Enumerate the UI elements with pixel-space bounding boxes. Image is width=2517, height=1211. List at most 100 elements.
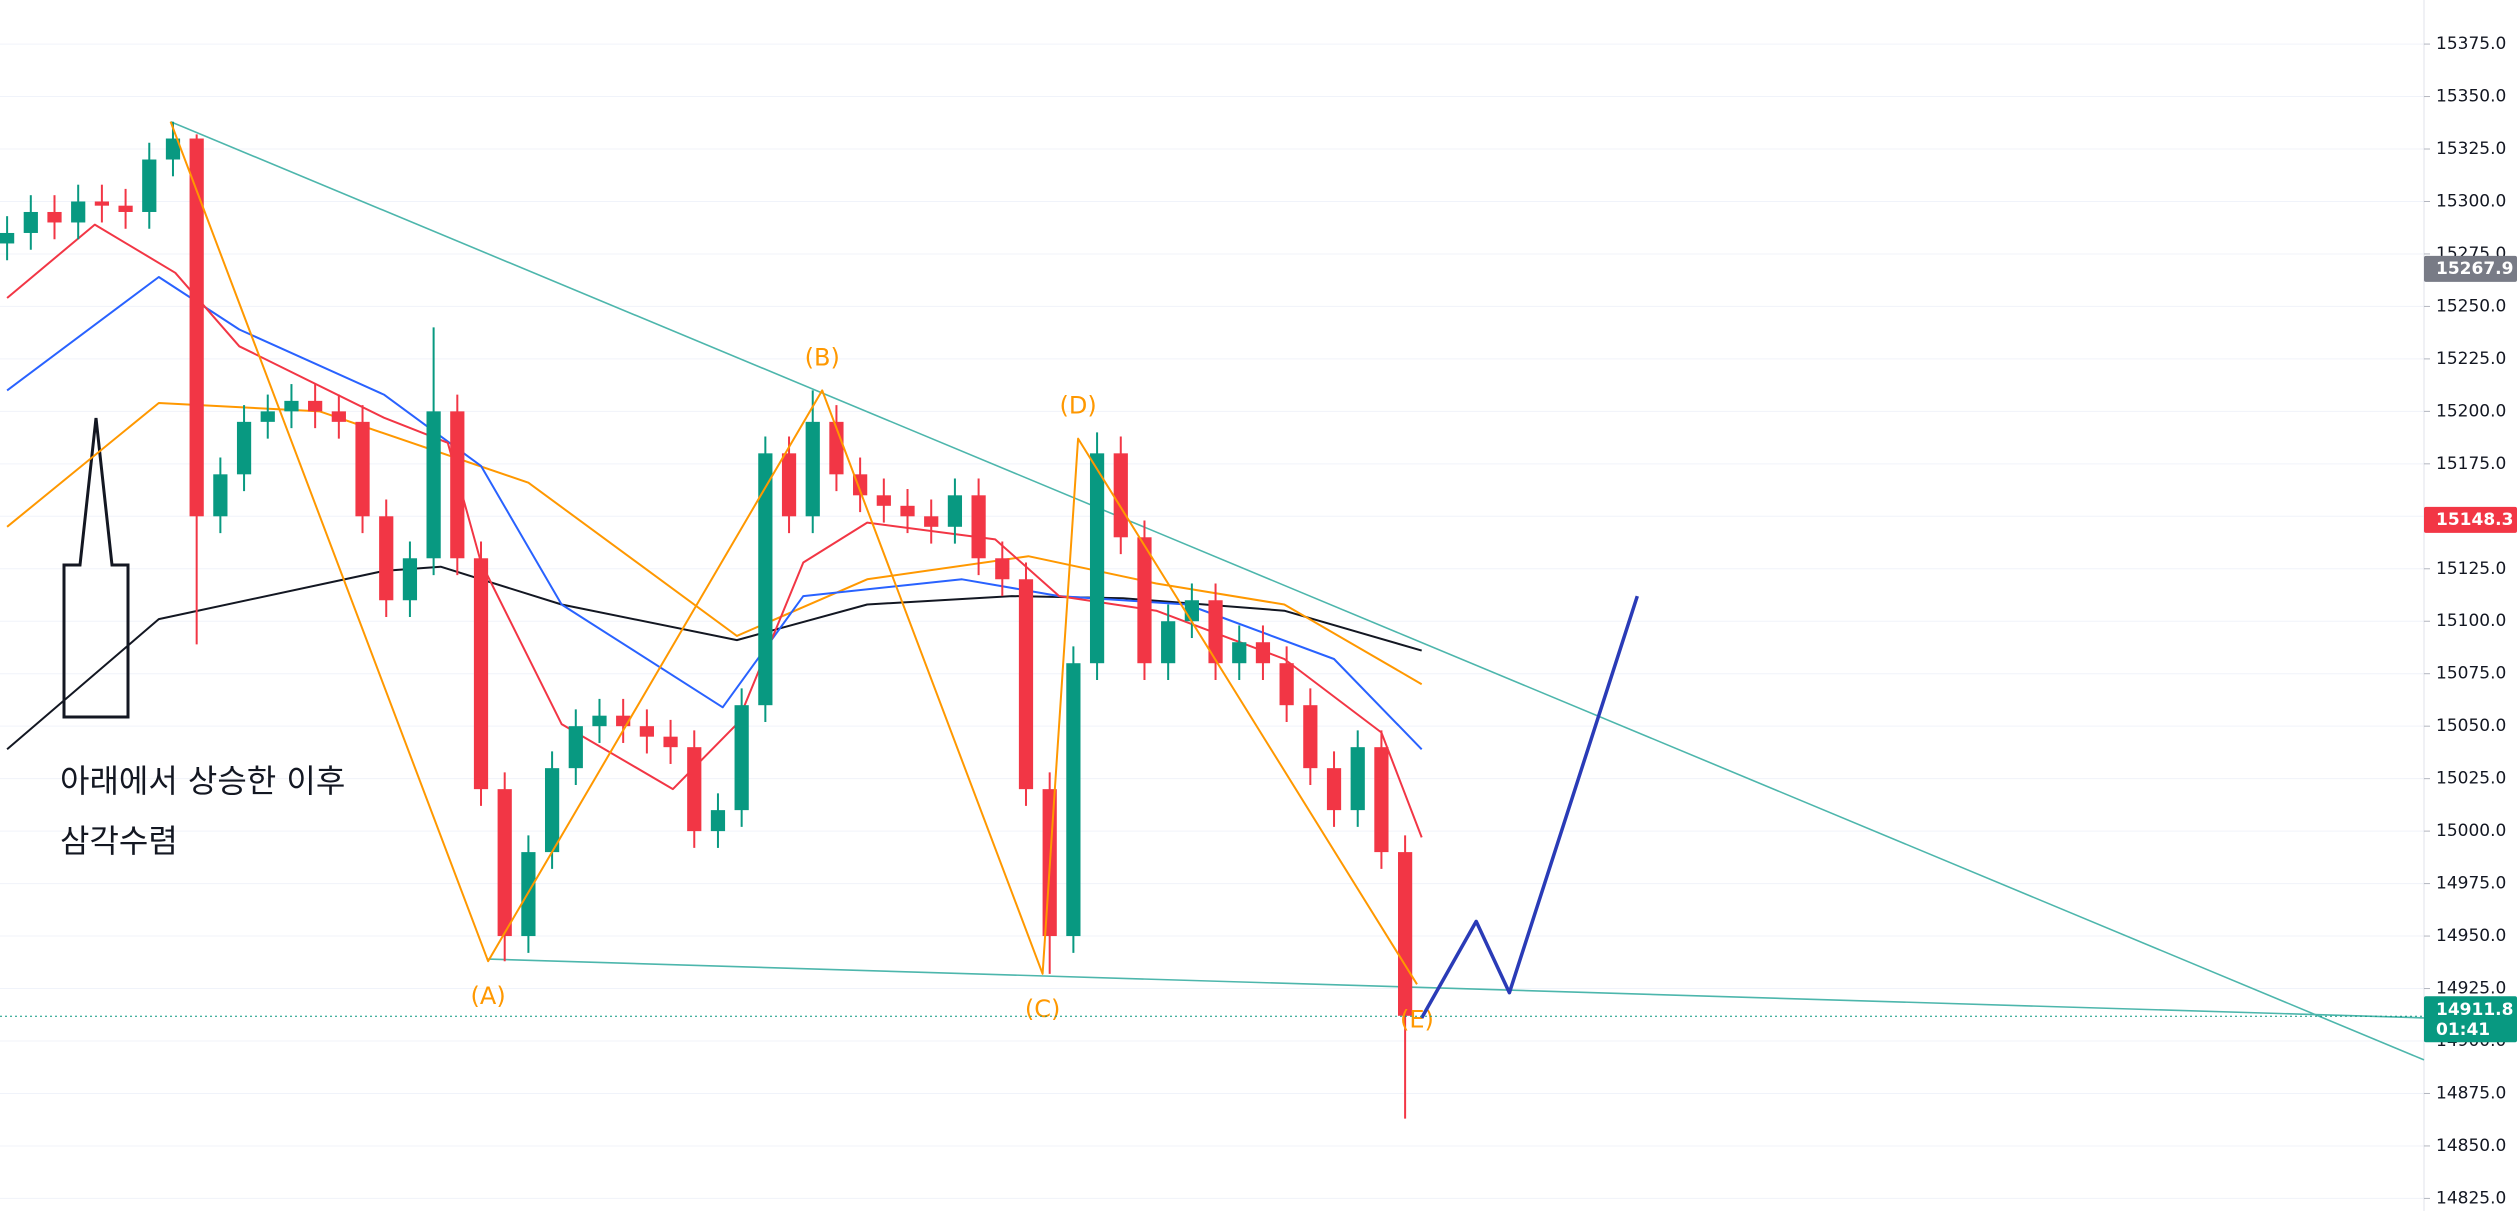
price-badge-label: 15267.9 <box>2436 259 2513 279</box>
candle-body <box>1303 705 1318 769</box>
candle-body <box>497 789 512 937</box>
candle-body <box>592 715 607 727</box>
hollow-arrow <box>62 417 130 719</box>
wave-line <box>169 121 1418 985</box>
grid <box>0 43 2424 1199</box>
candle-body <box>47 211 62 223</box>
candle-body <box>1232 642 1247 664</box>
candle-body <box>876 495 891 506</box>
y-tick-label: 14975.0 <box>2436 874 2506 894</box>
price-badge <box>2424 506 2517 533</box>
candle-body <box>450 411 465 559</box>
candle-body <box>1279 663 1294 706</box>
projection-line <box>1420 595 1639 1019</box>
candle-body <box>710 810 726 832</box>
trendline <box>170 120 2425 1061</box>
candle-body <box>118 205 133 212</box>
candle-body <box>473 558 489 790</box>
candle-body <box>900 505 915 517</box>
candle-body <box>1089 453 1105 664</box>
candle-body <box>1350 747 1365 811</box>
wave-label: (D) <box>1060 392 1097 420</box>
candle-body <box>1161 621 1176 664</box>
candle-body <box>142 159 157 212</box>
y-tick-label: 15175.0 <box>2436 454 2506 474</box>
y-tick-label: 14825.0 <box>2436 1188 2506 1208</box>
candle-body <box>94 201 109 206</box>
candle-body <box>687 747 702 832</box>
wave-label: (C) <box>1025 995 1060 1023</box>
moving-average <box>6 223 1423 838</box>
candle-body <box>1208 600 1223 664</box>
candle-body <box>236 421 252 475</box>
candle-body <box>23 211 38 233</box>
y-tick-label: 14950.0 <box>2436 926 2506 946</box>
moving-average <box>6 565 1422 751</box>
candle-body <box>426 411 441 559</box>
y-tick-label: 15375.0 <box>2436 34 2506 54</box>
price-badge <box>2424 255 2517 282</box>
candle-body <box>734 705 749 811</box>
candle-body <box>1255 642 1271 664</box>
candle-body <box>260 411 275 422</box>
candle-body <box>402 558 418 601</box>
candle-body <box>284 400 299 412</box>
candle-body <box>189 138 204 517</box>
y-tick-label: 15100.0 <box>2436 611 2506 631</box>
wave-label: (B) <box>805 343 840 371</box>
y-tick-label: 14875.0 <box>2436 1083 2506 1103</box>
candle-body <box>355 421 370 517</box>
countdown-label: 01:41 <box>2436 1020 2490 1040</box>
candle-body <box>379 516 394 601</box>
candle-body <box>0 232 15 244</box>
candle-body <box>308 400 323 412</box>
y-tick-label: 15225.0 <box>2436 349 2506 369</box>
y-tick-label: 15350.0 <box>2436 87 2506 107</box>
candle-body <box>781 453 797 517</box>
candle-body <box>758 453 773 706</box>
y-tick-label: 14850.0 <box>2436 1136 2506 1156</box>
y-tick-label: 15250.0 <box>2436 296 2506 316</box>
candle-body <box>1326 768 1342 811</box>
candle-body <box>1018 579 1034 790</box>
candle-body <box>663 736 678 748</box>
candle-body <box>165 138 181 160</box>
y-tick-label: 15050.0 <box>2436 716 2506 736</box>
candle-body <box>71 201 86 223</box>
candle-body <box>1374 747 1389 853</box>
y-tick-label: 15000.0 <box>2436 821 2506 841</box>
y-tick-label: 15325.0 <box>2436 139 2506 159</box>
candle-body <box>995 558 1010 580</box>
candle-body <box>1066 663 1081 937</box>
candle-body <box>1137 537 1152 664</box>
candle-body <box>616 715 631 727</box>
wave-label: (E) <box>1400 1005 1434 1033</box>
candle-body <box>971 495 986 559</box>
candle-body <box>213 474 228 517</box>
last-price-badge <box>2424 996 2517 1043</box>
y-tick-label: 15075.0 <box>2436 664 2506 684</box>
annotation-text: 삼각수렴 <box>60 822 178 860</box>
last-price-label: 14911.8 <box>2436 1000 2513 1020</box>
candle-body <box>947 495 963 527</box>
candle-body <box>544 768 560 853</box>
candle-body <box>331 411 346 422</box>
trendline <box>488 958 2425 1019</box>
y-tick-label: 14925.0 <box>2436 979 2506 999</box>
y-tick-label: 15125.0 <box>2436 559 2506 579</box>
y-tick-label: 15025.0 <box>2436 769 2506 789</box>
moving-average <box>6 402 1423 686</box>
y-tick-label: 15300.0 <box>2436 191 2506 211</box>
candle-body <box>1113 453 1128 538</box>
wave-label: (A) <box>471 982 506 1010</box>
candle-body <box>639 726 654 737</box>
candle-body <box>1184 600 1199 622</box>
candle-body <box>1398 852 1413 1016</box>
candle-body <box>805 421 820 517</box>
candle-body <box>568 726 583 769</box>
candle-body <box>924 516 939 527</box>
annotation-text: 아래에서 상승한 이후 <box>60 762 345 800</box>
